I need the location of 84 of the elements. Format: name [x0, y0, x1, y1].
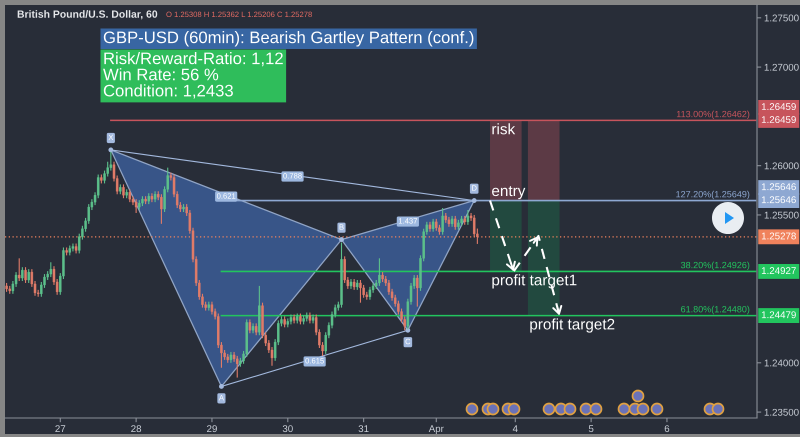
x-tick-label: 6 — [664, 425, 670, 432]
y-tick-label: 1.27500 — [764, 14, 799, 22]
data-label: 1.26459 — [762, 116, 796, 124]
candlestick — [154, 190, 156, 203]
annotation: risk — [492, 123, 516, 134]
candlestick — [122, 184, 125, 199]
candlestick — [134, 198, 138, 214]
candlestick — [362, 284, 365, 298]
candlestick — [138, 200, 141, 211]
annotation: GBP-USD (60min): Bearish Gartley Pattern (conf.) — [104, 31, 474, 47]
y-tick-label: 1.25500 — [764, 212, 799, 219]
candlestick — [24, 266, 27, 284]
candlestick — [230, 351, 232, 364]
y-tick-label: 1.23500 — [764, 408, 799, 416]
legend-label: 113.00%(1.26462) — [676, 110, 750, 120]
x-tick-label: 30 — [282, 425, 293, 432]
candlestick — [236, 355, 238, 378]
candlestick — [356, 279, 359, 290]
point — [339, 237, 344, 242]
y-tick-label: 1.26000 — [764, 162, 799, 170]
point — [219, 384, 224, 389]
candlestick — [308, 312, 312, 324]
candlestick — [359, 279, 362, 304]
x-tick-label: 27 — [55, 425, 66, 432]
x-tick-label: 28 — [131, 425, 142, 432]
x-tick-label: 5 — [588, 425, 594, 432]
candlestick — [299, 312, 302, 325]
x-tick-label: 29 — [207, 425, 217, 432]
data-label: 1.24927 — [762, 267, 796, 274]
x-tick-label: Apr — [428, 425, 444, 434]
candlestick — [350, 278, 352, 290]
x-tick-label: 4 — [512, 425, 518, 432]
data-label: 1.24479 — [762, 311, 796, 318]
candlestick — [428, 221, 432, 232]
candlestick — [68, 244, 72, 256]
candlestick — [8, 285, 11, 294]
candlestick — [27, 268, 30, 284]
y-tick-label: 1.24000 — [764, 360, 799, 366]
candlestick — [148, 192, 150, 205]
data-label: 1.25646 — [762, 183, 796, 190]
candlestick — [378, 258, 381, 286]
candlestick — [248, 318, 252, 334]
candlestick — [448, 216, 450, 228]
candlestick — [74, 242, 78, 254]
candlestick — [252, 322, 254, 334]
candlestick — [210, 301, 214, 316]
point — [472, 198, 477, 203]
candlestick — [18, 258, 20, 282]
candlestick — [454, 215, 457, 230]
candlestick — [141, 196, 144, 207]
candlestick — [290, 314, 292, 325]
candlestick — [296, 312, 299, 324]
candlestick — [460, 215, 463, 226]
candlestick — [21, 266, 24, 282]
ref-line-label: 1.25278 — [762, 232, 796, 240]
candlestick — [444, 212, 448, 224]
candlestick — [466, 209, 470, 226]
candlestick — [416, 274, 419, 308]
candlestick — [50, 262, 52, 278]
point — [108, 147, 114, 152]
annotation: entry — [492, 186, 526, 200]
data-label: 1.26459 — [762, 103, 796, 110]
legend-label: 127.20%(1.25649) — [676, 190, 750, 200]
candlestick — [283, 316, 286, 328]
annotation: Risk/Reward-Ratio: 1,12 Win Rate: 56 % Condition: 1,2433 — [103, 52, 283, 98]
candlestick — [352, 278, 356, 290]
annotation: profit target2 — [530, 318, 614, 333]
candlestick — [368, 286, 372, 300]
candlestick — [457, 219, 460, 230]
legend-label: 61.80%(1.24480) — [681, 306, 750, 314]
data-label: 1.25646 — [762, 196, 796, 204]
candlestick — [435, 218, 438, 232]
candlestick — [160, 194, 163, 224]
candlestick — [441, 207, 444, 236]
candlestick — [381, 272, 384, 283]
chart-title: British Pound/U.S. Dollar, 60 — [18, 10, 158, 20]
legend-label: 38.20%(1.24926) — [680, 262, 750, 270]
candlestick — [128, 188, 132, 203]
y-tick-label: 1.27000 — [764, 64, 799, 71]
candlestick — [450, 215, 454, 228]
candlestick — [254, 322, 258, 336]
candlestick — [432, 218, 434, 232]
x-tick-label: 31 — [358, 425, 369, 432]
candlestick — [119, 184, 122, 195]
